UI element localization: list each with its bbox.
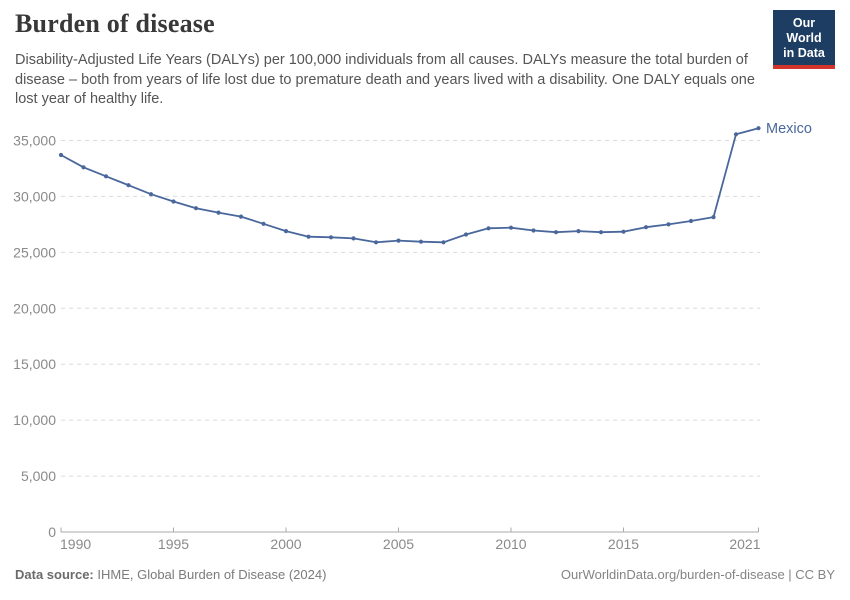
data-point[interactable] <box>238 214 244 219</box>
data-point[interactable] <box>711 215 716 220</box>
data-point[interactable] <box>553 230 559 235</box>
data-point[interactable] <box>733 132 739 137</box>
chart-subtitle: Disability-Adjusted Life Years (DALYs) p… <box>15 52 755 107</box>
data-source-label: Data source: <box>15 567 94 582</box>
data-point[interactable] <box>598 230 604 235</box>
chart-footer: Data source: IHME, Global Burden of Dise… <box>15 567 835 582</box>
y-tick-label: 0 <box>48 524 56 540</box>
x-tick-label: 1995 <box>158 536 189 552</box>
owid-logo-line1: Our World <box>786 16 822 45</box>
y-tick-label: 15,000 <box>13 356 56 372</box>
data-point[interactable] <box>148 192 154 197</box>
entity-label: Mexico <box>766 121 812 137</box>
data-point[interactable] <box>418 239 424 244</box>
data-point[interactable] <box>508 225 514 230</box>
data-point[interactable] <box>328 235 334 240</box>
data-point[interactable] <box>688 218 694 224</box>
data-point[interactable] <box>621 229 626 234</box>
data-point[interactable] <box>643 225 649 230</box>
data-point[interactable] <box>216 210 221 215</box>
x-tick-label: 2010 <box>495 536 526 552</box>
data-source: Data source: IHME, Global Burden of Dise… <box>15 567 326 582</box>
x-tick-label: 2000 <box>270 536 301 552</box>
owid-logo-line2: in Data <box>783 46 825 60</box>
y-tick-label: 20,000 <box>13 300 56 316</box>
y-tick-label: 10,000 <box>13 412 56 428</box>
data-point[interactable] <box>126 183 131 188</box>
data-point[interactable] <box>193 206 199 211</box>
data-point[interactable] <box>103 174 109 179</box>
data-source-value: IHME, Global Burden of Disease (2024) <box>97 567 327 582</box>
license-link[interactable]: OurWorldinData.org/burden-of-disease | C… <box>560 567 835 582</box>
x-tick-label: 1990 <box>60 536 91 552</box>
data-point[interactable] <box>486 226 491 231</box>
data-point[interactable] <box>306 234 311 239</box>
y-tick-label: 30,000 <box>13 188 56 204</box>
line-chart[interactable]: 0 5,000 10,000 15,000 20,000 25,000 30,000 35,0… <box>0 108 850 564</box>
data-point[interactable] <box>261 221 266 226</box>
y-tick-label: 35,000 <box>13 133 56 149</box>
y-tick-label: 5,000 <box>21 468 56 484</box>
data-point[interactable] <box>171 199 176 204</box>
data-point[interactable] <box>351 236 356 241</box>
data-point[interactable] <box>441 240 446 245</box>
x-tick-label: 2021 <box>729 536 760 552</box>
data-point[interactable] <box>283 229 289 234</box>
data-point[interactable] <box>58 152 64 158</box>
page-title: Burden of disease <box>15 9 215 38</box>
x-tick-label: 2005 <box>383 536 414 552</box>
x-axis: 1990 1995 2000 2005 2010 2015 2021 <box>60 527 761 552</box>
data-points <box>58 126 761 245</box>
data-point[interactable] <box>576 229 581 234</box>
x-tick-label: 2015 <box>608 536 639 552</box>
y-gridlines: 0 5,000 10,000 15,000 20,000 25,000 30,000 35,0… <box>13 133 760 540</box>
data-point[interactable] <box>396 238 401 243</box>
data-point[interactable] <box>531 228 536 233</box>
owid-logo[interactable]: Our World in Data <box>773 10 835 69</box>
data-point[interactable] <box>756 126 761 131</box>
data-point[interactable] <box>81 165 86 170</box>
mexico-line[interactable] <box>60 127 760 244</box>
data-point[interactable] <box>666 222 671 227</box>
y-tick-label: 25,000 <box>13 244 56 260</box>
data-point[interactable] <box>463 232 469 237</box>
data-point[interactable] <box>373 240 379 245</box>
